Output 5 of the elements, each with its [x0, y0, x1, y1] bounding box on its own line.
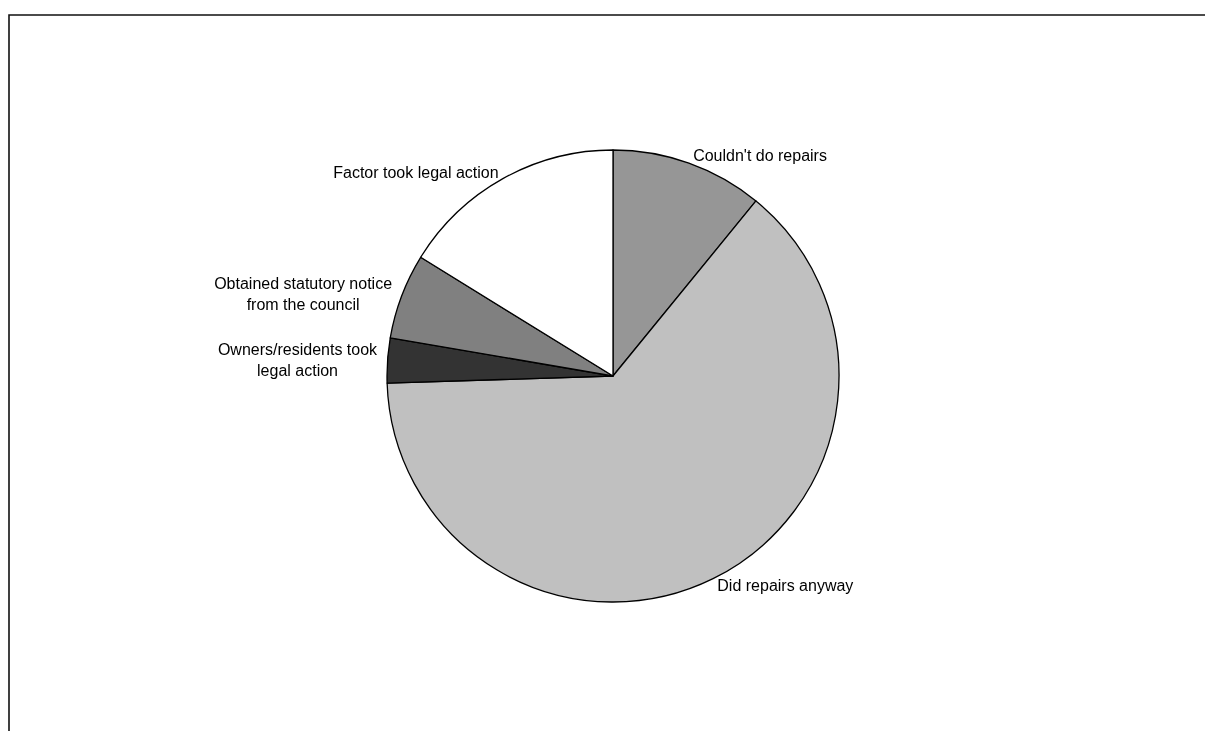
slice-label: Owners/residents took legal action: [217, 341, 379, 380]
slice-label: Did repairs anyway: [717, 576, 854, 594]
slice-label: Obtained statutory notice from the council: [214, 274, 393, 313]
slice-label: Factor took legal action: [333, 163, 499, 181]
slice-label: Couldn't do repairs: [693, 147, 827, 165]
